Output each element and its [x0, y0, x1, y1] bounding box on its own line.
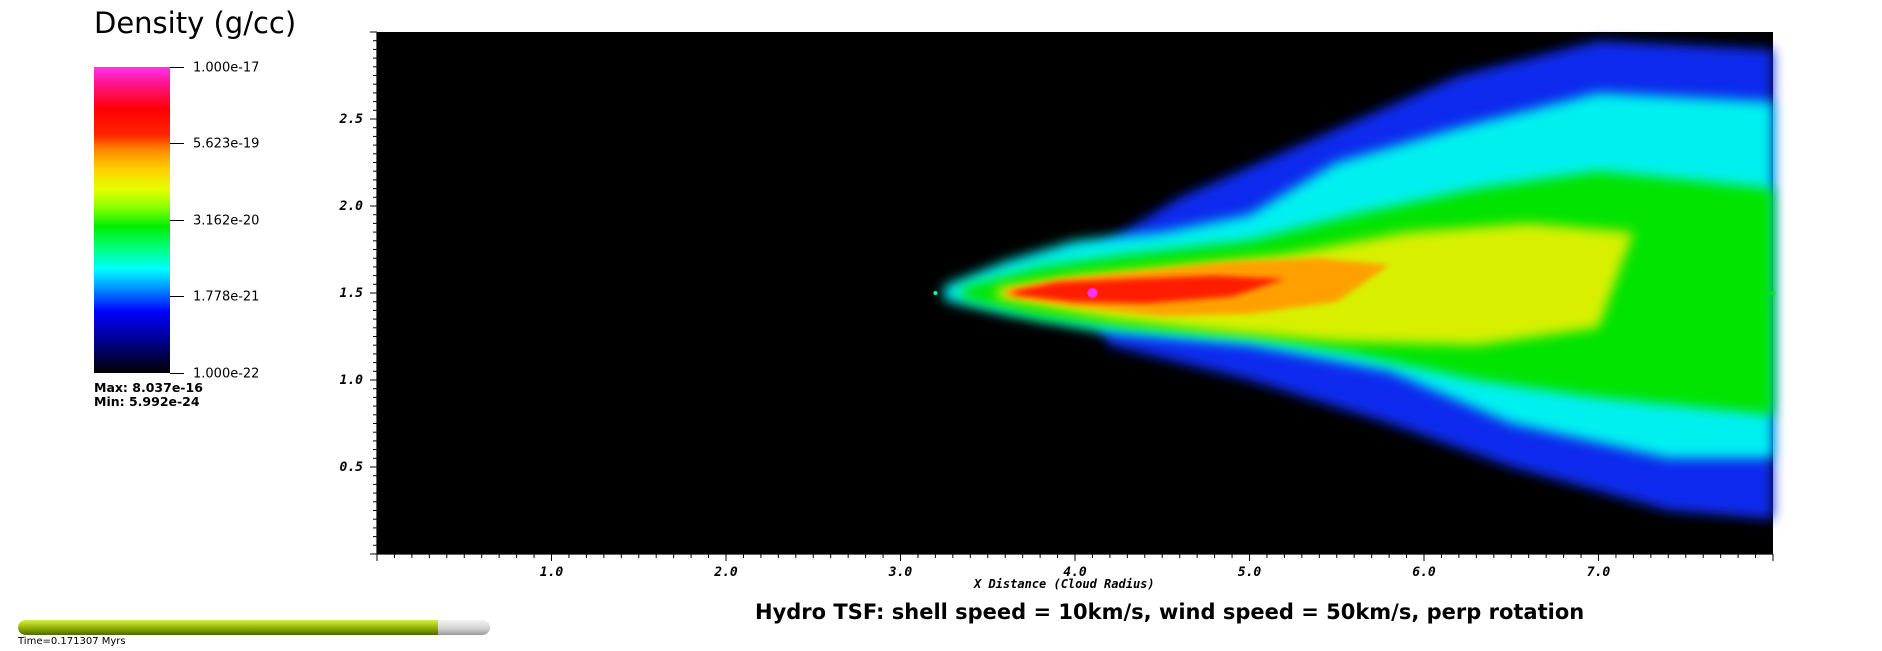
colorbar-label: 1.000e-22	[193, 366, 260, 382]
colorbar-label: 1.000e-17	[193, 60, 260, 76]
colorbar-tick	[170, 220, 184, 221]
colorbar-tick	[170, 143, 184, 144]
y-tick-label: 2.0	[339, 199, 364, 214]
density-region-red	[1013, 275, 1285, 304]
x-tick-label: 3.0	[888, 565, 913, 580]
x-axis-label: X Distance (Cloud Radius)	[974, 577, 1155, 591]
time-progress-bar	[18, 620, 490, 635]
feature-tail-head	[933, 291, 938, 295]
colorbar	[94, 67, 170, 373]
y-tick-label: 1.0	[340, 373, 364, 388]
colorbar-tick	[170, 296, 184, 297]
plot-subtitle: Hydro TSF: shell speed = 10km/s, wind sp…	[755, 600, 1585, 624]
x-tick-label: 2.0	[713, 565, 738, 580]
x-tick-label: 1.0	[540, 565, 564, 580]
colorbar-label: 5.623e-19	[193, 136, 260, 152]
feature-dense-core	[1055, 291, 1060, 295]
x-tick-label: 5.0	[1238, 565, 1262, 580]
min-value: Min: 5.992e-24	[94, 394, 200, 409]
time-label: Time=0.171307 Myrs	[18, 636, 126, 647]
x-tick-label: 4.0	[1063, 565, 1087, 580]
x-tick-label: 7.0	[1587, 565, 1611, 580]
colorbar-tick	[170, 373, 184, 374]
max-value: Max: 8.037e-16	[94, 380, 203, 395]
legend-title: Density (g/cc)	[94, 6, 297, 40]
colorbar-label: 1.778e-21	[193, 289, 260, 305]
feature-peak	[1087, 288, 1098, 298]
time-progress-fill	[18, 620, 439, 635]
y-tick-label: 1.5	[340, 286, 364, 301]
x-tick-label: 6.0	[1412, 565, 1436, 580]
colorbar-label: 3.162e-20	[193, 213, 260, 229]
y-tick-label: 0.5	[340, 460, 364, 475]
colorbar-tick	[170, 67, 184, 68]
y-tick-label: 2.5	[339, 112, 364, 127]
feature-tail-end	[1771, 291, 1775, 295]
